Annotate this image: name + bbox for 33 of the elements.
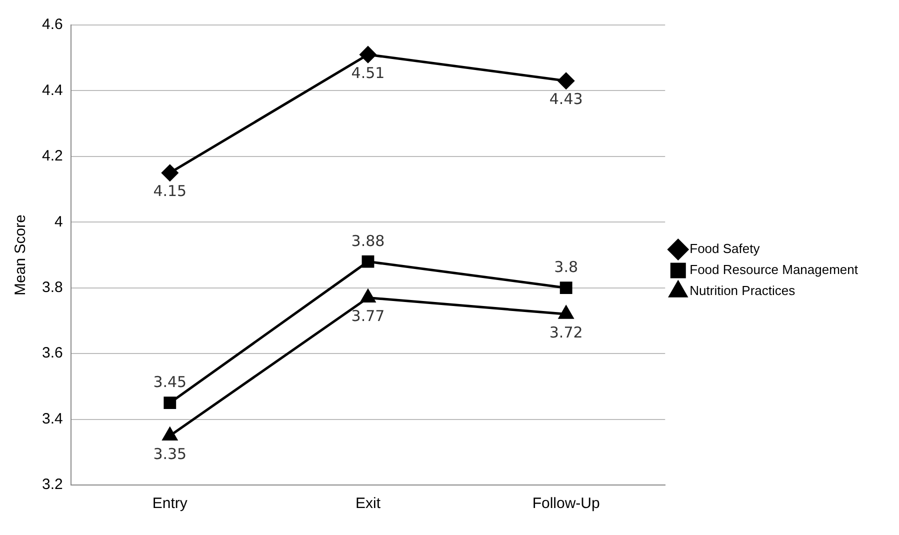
y-tick-label: 4.2 xyxy=(42,148,63,165)
data-label: 3.35 xyxy=(153,445,187,464)
x-tick-label: Follow-Up xyxy=(532,495,600,512)
legend-label: Food Resource Management xyxy=(690,262,858,278)
point xyxy=(162,164,178,182)
y-tick-label: 3.8 xyxy=(42,279,63,296)
y-tick-label: 3.4 xyxy=(42,410,63,428)
y-tick-label: 4.4 xyxy=(42,82,63,99)
data-label: 3.45 xyxy=(153,373,187,392)
x-tick-label: Exit xyxy=(355,495,382,512)
data-label: 4.51 xyxy=(351,64,385,82)
point xyxy=(164,396,176,410)
point xyxy=(560,282,572,294)
data-label: 3.88 xyxy=(351,232,385,250)
y-axis-title: Mean Score xyxy=(12,214,30,296)
point xyxy=(362,255,374,268)
data-label: 3.8 xyxy=(554,258,578,276)
data-label: 3.72 xyxy=(549,324,583,342)
legend-label: Food Safety xyxy=(690,241,760,256)
y-tick-label: 4 xyxy=(54,213,63,230)
x-tick-label: Entry xyxy=(152,495,188,512)
point xyxy=(558,306,574,319)
y-tick-label: 3.6 xyxy=(42,344,63,362)
point xyxy=(360,46,376,63)
point xyxy=(558,72,574,90)
legend-label: Nutrition Practices xyxy=(690,283,796,298)
y-tick-label: 4.6 xyxy=(42,16,63,34)
y-tick-label: 3.2 xyxy=(42,476,63,494)
data-label: 4.15 xyxy=(153,182,187,200)
data-label: 3.77 xyxy=(351,307,385,326)
point xyxy=(162,427,178,440)
data-label: 4.43 xyxy=(549,90,583,108)
point xyxy=(360,289,376,302)
